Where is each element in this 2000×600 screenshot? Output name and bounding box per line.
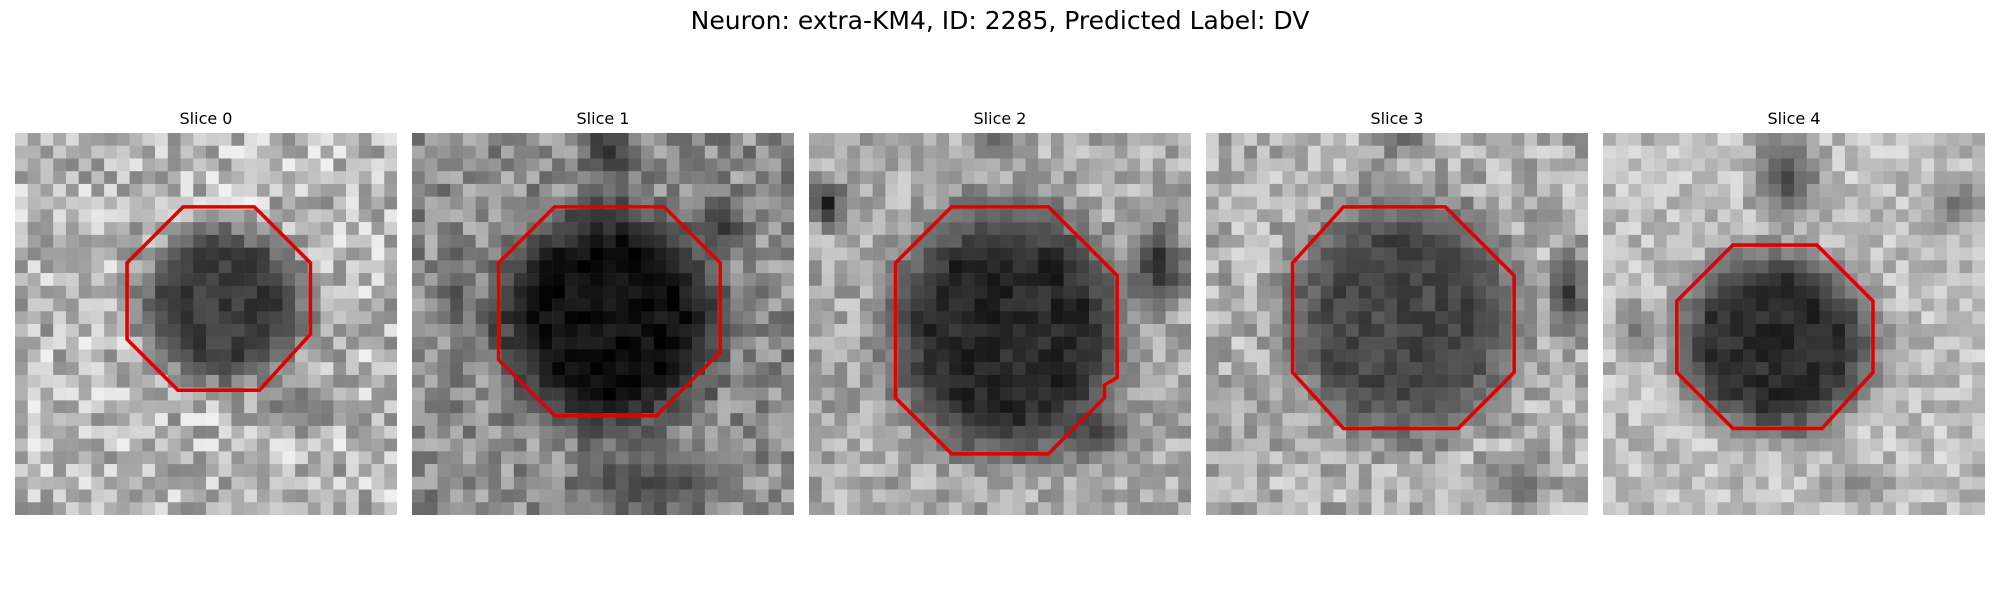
roi-contour	[496, 205, 722, 418]
roi-contour	[1290, 205, 1516, 431]
slice-image-1	[412, 133, 794, 515]
slice-title: Slice 0	[179, 109, 233, 128]
slice-title: Slice 4	[1767, 109, 1821, 128]
roi-contour	[1675, 243, 1875, 431]
slice-panel-2: Slice 2	[809, 108, 1191, 515]
slice-image-2	[809, 133, 1191, 515]
slice-image-4	[1603, 133, 1985, 515]
slice-image-3	[1206, 133, 1588, 515]
slice-panel-4: Slice 4	[1603, 108, 1985, 515]
figure-title: Neuron: extra-KM4, ID: 2285, Predicted L…	[690, 6, 1310, 35]
slice-title: Slice 3	[1370, 109, 1424, 128]
slice-title: Slice 1	[576, 109, 630, 128]
roi-contour	[125, 205, 313, 392]
slice-title: Slice 2	[973, 109, 1027, 128]
slice-panel-1: Slice 1	[412, 108, 794, 515]
roi-contour	[893, 205, 1119, 456]
slice-image-0	[15, 133, 397, 515]
slice-panel-3: Slice 3	[1206, 108, 1588, 515]
slice-panel-0: Slice 0	[15, 108, 397, 515]
